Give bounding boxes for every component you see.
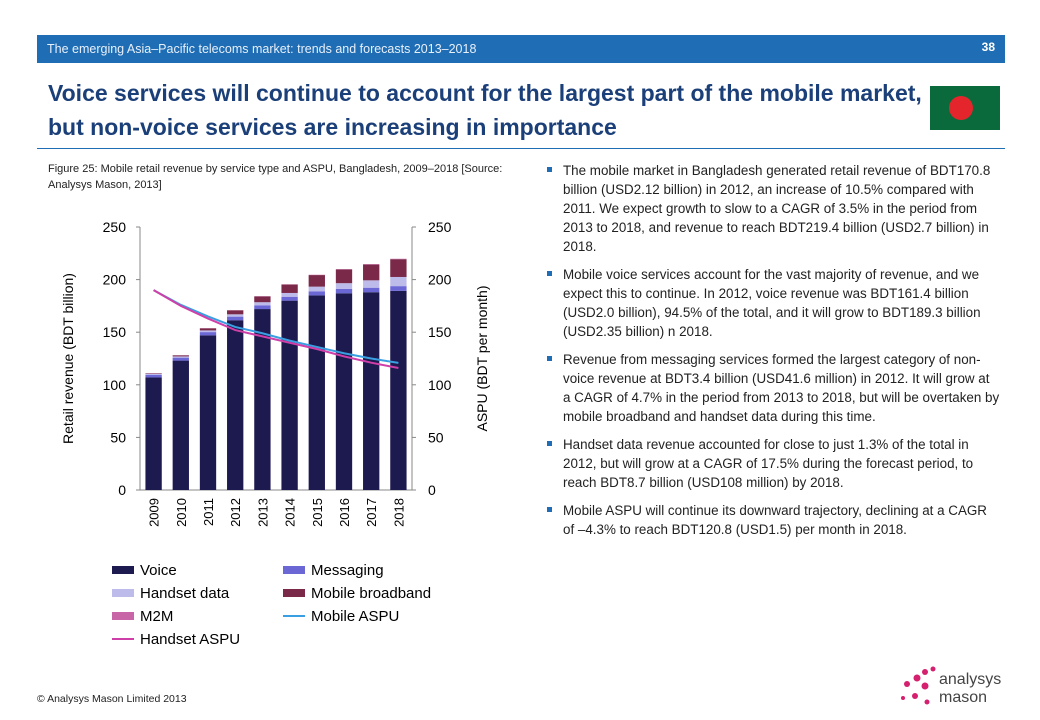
x-tick-label: 2016 [337, 498, 352, 527]
logo-bottom: mason [939, 689, 987, 706]
y-tick-label: 0 [118, 482, 126, 498]
bar-segment [281, 284, 298, 293]
legend-label: Voice [140, 562, 177, 579]
bar-segment [254, 305, 271, 310]
bar-segment [227, 314, 244, 317]
bar-segment [199, 330, 217, 333]
bar-segment [308, 286, 325, 292]
bar-segment [390, 290, 407, 490]
bar-segment [335, 293, 353, 490]
legend-label: M2M [140, 608, 173, 625]
bar-segment [172, 356, 189, 358]
y2-axis-label: ASPU (BDT per month) [474, 285, 490, 431]
bar-segment [227, 320, 244, 490]
bar-segment [335, 269, 353, 284]
figure-caption: Figure 25: Mobile retail revenue by serv… [48, 163, 503, 191]
y-tick-label: 200 [103, 272, 127, 288]
legend-swatch [112, 612, 134, 620]
flag [930, 86, 1000, 130]
legend-label: Handset ASPU [140, 631, 240, 648]
y2-tick-label: 100 [428, 377, 452, 393]
y2-tick-label: 150 [428, 324, 452, 340]
x-tick-label: 2018 [391, 498, 406, 527]
bar-segment [335, 283, 353, 289]
header-text: The emerging Asia–Pacific telecoms marke… [47, 42, 477, 56]
legend-label: Mobile ASPU [311, 608, 399, 625]
legend-swatch [112, 566, 134, 574]
bar-segment [308, 275, 325, 287]
bar-segment [145, 377, 162, 490]
bar-segment [308, 291, 325, 296]
legend-swatch [283, 566, 305, 574]
y2-tick-label: 250 [428, 219, 452, 235]
bar-segment [335, 288, 353, 294]
bar-segment [172, 355, 189, 357]
bar-segment [145, 373, 162, 375]
page-number: 38 [981, 40, 995, 54]
bar-segment [390, 259, 407, 277]
bar-segment [281, 292, 298, 297]
title-rule [37, 148, 1005, 149]
bullet: Handset data revenue accounted for close… [545, 435, 1000, 492]
bar-segment [308, 295, 325, 490]
bar-segment [390, 286, 407, 291]
x-tick-label: 2011 [201, 498, 216, 526]
legend-label: Mobile broadband [311, 585, 431, 602]
bar-segment [363, 287, 380, 293]
header-bar: The emerging Asia–Pacific telecoms marke… [37, 35, 1005, 63]
bullet: Revenue from messaging services formed t… [545, 350, 1000, 426]
y2-tick-label: 0 [428, 482, 436, 498]
bar-segment [363, 292, 380, 490]
x-tick-label: 2014 [283, 498, 298, 527]
bar-segment [199, 335, 217, 490]
x-tick-label: 2010 [174, 498, 189, 527]
x-tick-label: 2012 [228, 498, 243, 527]
y2-tick-label: 50 [428, 429, 444, 445]
bar-segment [172, 357, 189, 361]
bar-segment [281, 300, 298, 490]
bar-segment [281, 296, 298, 301]
bar-segment [227, 310, 244, 315]
bar-segment [363, 280, 380, 288]
y-tick-label: 100 [103, 377, 127, 393]
bar-segment [254, 302, 271, 306]
bar-segment [145, 374, 162, 378]
bar-segment [254, 309, 271, 490]
logo-top: analysys [939, 671, 1001, 688]
bullet: Mobile ASPU will continue its downward t… [545, 501, 1000, 539]
bullet: Mobile voice services account for the va… [545, 265, 1000, 341]
bullet-list: The mobile market in Bangladesh generate… [545, 161, 1000, 548]
y-tick-label: 150 [103, 324, 127, 340]
bar-segment [390, 276, 407, 287]
logo: analysys mason [901, 666, 1001, 706]
x-tick-label: 2015 [310, 498, 325, 527]
legend-swatch [112, 589, 134, 597]
bullet: The mobile market in Bangladesh generate… [545, 161, 1000, 256]
bar-segment [199, 332, 217, 336]
legend-swatch [283, 589, 305, 597]
legend-label: Handset data [140, 585, 230, 602]
slide-title: Voice services will continue to account … [48, 80, 922, 140]
x-tick-label: 2017 [364, 498, 379, 527]
line-series [153, 289, 399, 364]
copyright: © Analysys Mason Limited 2013 [37, 693, 187, 705]
y-tick-label: 250 [103, 219, 127, 235]
bar-segment [363, 264, 380, 281]
legend-label: Messaging [311, 562, 384, 579]
chart: 0 50 100 150 200 250 0 50 100 150 200 250 Retail rev… [60, 219, 490, 648]
bar-segment [199, 328, 217, 331]
x-tick-label: 2013 [255, 498, 270, 527]
y2-tick-label: 200 [428, 272, 452, 288]
y-axis-label: Retail revenue (BDT billion) [60, 273, 76, 444]
bar-segment [145, 373, 162, 374]
bar-segment [254, 296, 271, 303]
bar-segment [172, 360, 189, 490]
y-tick-label: 50 [110, 429, 126, 445]
x-tick-label: 2009 [147, 498, 162, 527]
line-series [153, 289, 399, 369]
bar-segment [227, 316, 244, 321]
